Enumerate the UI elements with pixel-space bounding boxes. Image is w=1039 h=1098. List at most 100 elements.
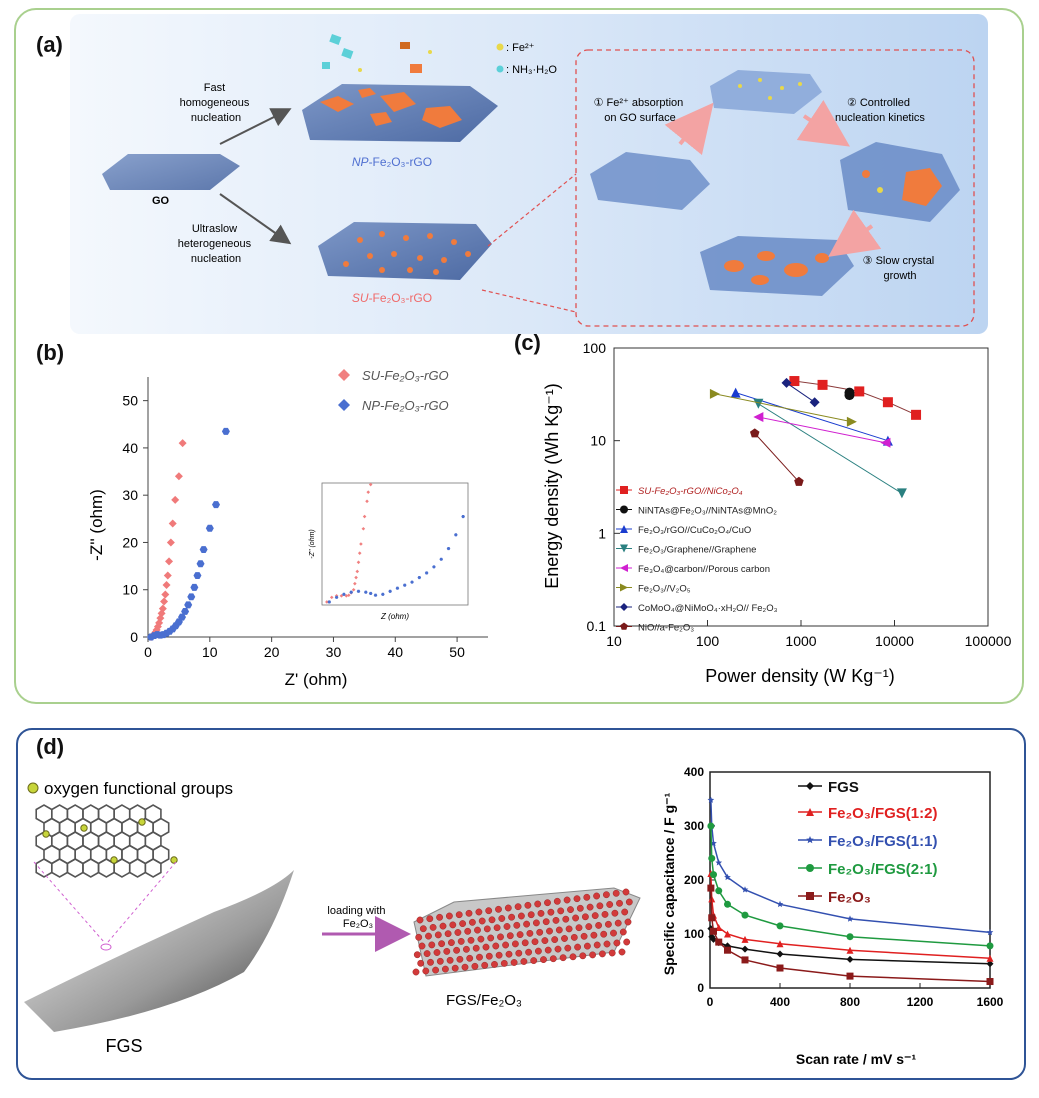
fe2o3-particle bbox=[554, 945, 562, 953]
fe2o3-particle bbox=[497, 933, 504, 941]
chart-c-legend-marker bbox=[620, 505, 628, 514]
chart-b-ytick-label: 0 bbox=[130, 629, 138, 645]
fe2o3-particle bbox=[461, 963, 469, 971]
fe2o3-particle bbox=[434, 931, 442, 939]
inset-frame bbox=[321, 482, 469, 606]
fe2o3-particle bbox=[444, 930, 452, 938]
step2-sheet bbox=[710, 70, 822, 114]
fe2o3-particle bbox=[549, 955, 557, 963]
fe2o3-particle bbox=[454, 929, 462, 936]
inset-np-point bbox=[417, 575, 422, 580]
chart-d-data-point bbox=[710, 871, 717, 879]
chart-d-ytick-label: 0 bbox=[697, 981, 704, 995]
chart-d-data-point bbox=[741, 935, 749, 943]
np-data-point bbox=[221, 427, 230, 435]
oxygen-group bbox=[138, 818, 146, 826]
fe2o3-particle bbox=[515, 949, 523, 957]
oxygen-group bbox=[80, 824, 88, 832]
np-particles bbox=[322, 33, 432, 73]
inset-su-point bbox=[356, 560, 361, 565]
fe2o3-particle bbox=[552, 916, 560, 924]
fe2o3-particle bbox=[591, 912, 599, 920]
legend-su-marker bbox=[338, 369, 350, 381]
np-data-point bbox=[199, 546, 208, 554]
fe2o3-particle bbox=[457, 937, 465, 945]
fe2o3-particle bbox=[584, 942, 591, 950]
fe2o3-particle bbox=[516, 931, 524, 939]
hexagon-cell bbox=[50, 858, 69, 878]
chart-d-xtick-label: 1600 bbox=[977, 995, 1004, 1009]
fe2o3-particle bbox=[614, 919, 622, 927]
fe2o3-particle bbox=[485, 907, 493, 915]
panel-a-schematic: GO Fast homogeneous nucleation Ultraslow… bbox=[70, 14, 988, 334]
su-data-point bbox=[153, 622, 162, 631]
panel-d-label: (d) bbox=[36, 734, 65, 759]
fe2o3-particle bbox=[493, 924, 501, 932]
chart-c-legend-marker bbox=[620, 564, 628, 572]
chart-c-legend-label: NiNTAs@Fe₂O₃//NiNTAs@MnO₂ bbox=[638, 506, 777, 517]
inset-np-point bbox=[402, 583, 407, 587]
ultraslow-nucleation-text: Ultraslow heterogeneous nucleation bbox=[178, 223, 254, 265]
chart-c-series-line bbox=[754, 432, 800, 483]
hexagon-cell bbox=[82, 858, 100, 878]
inset-np-point bbox=[388, 589, 392, 593]
chart-c-legend-label: CoMoO₄@NiMoO₄·xH₂O// Fe₂O₃ bbox=[638, 603, 778, 614]
chart-c-legend-label: NiO//a-Fe₂O₃ bbox=[638, 623, 694, 634]
fe2o3-particle bbox=[508, 913, 515, 921]
chart-c-ytick-label: 100 bbox=[583, 340, 607, 356]
fe2o3-particle bbox=[488, 916, 496, 924]
inset-np-point bbox=[424, 571, 429, 575]
fe2o3-particle bbox=[585, 923, 593, 931]
legend-su-text: SU-Fe₂O₃-rGO bbox=[362, 368, 449, 383]
chart-d-legend-marker bbox=[806, 782, 814, 790]
fe2o3-particles bbox=[412, 888, 633, 976]
su-data-point bbox=[158, 604, 167, 613]
chart-c-data-point bbox=[846, 416, 857, 427]
fe2o3-particle bbox=[559, 954, 567, 962]
chart-c-data-point bbox=[911, 409, 922, 420]
inset-su-point bbox=[365, 499, 369, 504]
fe2o3-particle bbox=[487, 934, 495, 942]
fe2o3-particle bbox=[570, 933, 578, 941]
fe2o3-particle bbox=[495, 905, 502, 913]
chart-d-data-point bbox=[707, 822, 715, 830]
inset-su-point bbox=[353, 581, 357, 586]
fe2o3-particle bbox=[445, 912, 453, 920]
chart-d-legend-marker bbox=[806, 864, 814, 872]
chart-d-ylabel: Specific capacitance / F g⁻¹ bbox=[661, 792, 677, 975]
chart-d-data-point bbox=[986, 978, 994, 986]
fe2o3-particle bbox=[616, 899, 623, 907]
fe2o3-particle bbox=[483, 925, 491, 933]
inset-su-point bbox=[368, 482, 373, 487]
fe2o3-particle bbox=[555, 926, 563, 934]
chart-c-legend-marker bbox=[620, 622, 628, 630]
step1-text: ① Fe²⁺ absorption on GO surface bbox=[594, 97, 687, 124]
chart-d-legend-label: FGS bbox=[828, 779, 859, 796]
fe2o3-particle bbox=[612, 889, 620, 897]
chart-c-series-line bbox=[714, 393, 852, 423]
chart-d-data-point bbox=[846, 933, 854, 941]
fe2o3-particle bbox=[459, 920, 466, 928]
fe2o3-particle bbox=[593, 892, 600, 900]
fe2o3-particle bbox=[476, 953, 483, 961]
chart-d-data-point bbox=[707, 796, 715, 803]
fe2o3-particle bbox=[576, 904, 584, 912]
fe2o3-particle bbox=[624, 918, 632, 926]
chart-c-xlabel: Power density (W Kg⁻¹) bbox=[705, 666, 895, 686]
fe2o3-particle bbox=[482, 943, 490, 951]
inset-ylabel: -Z'' (ohm) bbox=[309, 529, 316, 559]
chart-d-data-point bbox=[710, 927, 717, 935]
chart-c-data-point bbox=[709, 388, 720, 399]
fe2o3-particle bbox=[468, 918, 476, 926]
chart-b-xtick-label: 50 bbox=[449, 644, 465, 660]
fe2o3-particle bbox=[537, 909, 545, 917]
chart-d-ytick-label: 400 bbox=[684, 765, 704, 779]
chart-d-data-point bbox=[776, 964, 784, 972]
chart-c-series-line bbox=[758, 416, 886, 444]
fe2o3-particle bbox=[579, 952, 587, 960]
hexagon-cell bbox=[144, 858, 162, 878]
chart-d-data-point bbox=[708, 914, 716, 922]
fe2o3-particle bbox=[544, 946, 552, 954]
su-label: SU-Fe₂O₃-rGO bbox=[352, 291, 432, 305]
fe2o3-particle bbox=[502, 941, 509, 949]
